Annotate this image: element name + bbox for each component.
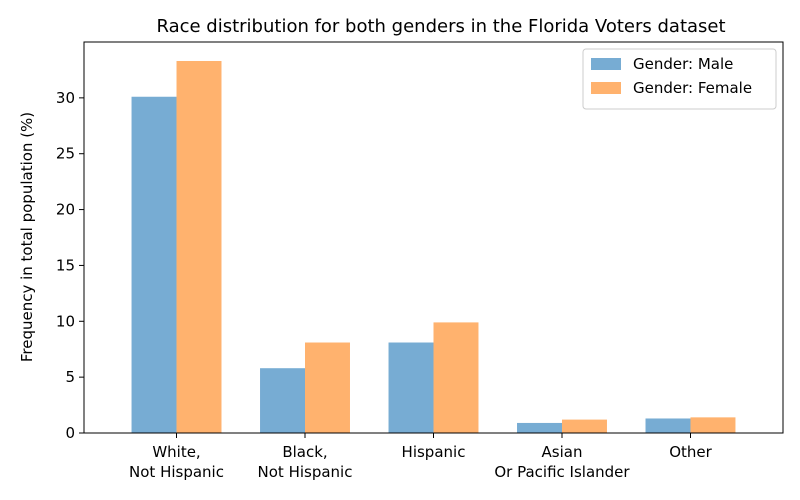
- x-tick-label-2-0: Hispanic: [402, 443, 466, 461]
- x-tick-label-0-0: White,: [152, 443, 200, 461]
- bar-male-4: [645, 418, 691, 433]
- chart-title: Race distribution for both genders in th…: [156, 16, 725, 37]
- y-tick-label-6: 30: [56, 89, 75, 107]
- y-tick-label-2: 10: [56, 312, 75, 330]
- y-axis-label: Frequency in total population (%): [18, 112, 36, 362]
- y-axis: 0 5 10 15 20 25 30: [56, 89, 84, 442]
- bar-female-3: [561, 419, 607, 433]
- y-tick-label-0: 0: [65, 424, 75, 442]
- legend-box: [582, 48, 777, 110]
- legend-swatch-female: [591, 82, 621, 94]
- legend-label-male: Gender: Male: [633, 55, 733, 73]
- x-tick-label-4-0: Other: [669, 443, 712, 461]
- x-tick-label-0-1: Not Hispanic: [129, 463, 224, 481]
- bar-male-0: [131, 96, 177, 434]
- legend-swatch-male: [591, 58, 621, 70]
- bar-male-2: [388, 342, 434, 433]
- x-tick-label-1-1: Not Hispanic: [258, 463, 353, 481]
- y-tick-label-3: 15: [56, 256, 75, 274]
- y-tick-label-1: 5: [65, 368, 75, 386]
- legend: Gender: Male Gender: Female: [582, 48, 777, 110]
- bar-female-0: [176, 60, 222, 434]
- bar-male-3: [517, 422, 562, 433]
- legend-label-female: Gender: Female: [633, 79, 752, 97]
- bars-group: [131, 60, 736, 434]
- y-tick-label-4: 20: [56, 201, 75, 219]
- bar-female-2: [433, 322, 479, 433]
- x-tick-label-1-0: Black,: [282, 443, 327, 461]
- x-axis: White, Not Hispanic Black, Not Hispanic Hisp…: [129, 433, 713, 481]
- x-tick-label-3-1: Or Pacific Islander: [494, 463, 630, 481]
- x-tick-label-3-0: Asian: [542, 443, 583, 461]
- y-tick-label-5: 25: [56, 145, 75, 163]
- bar-female-4: [690, 417, 736, 433]
- bar-male-1: [260, 368, 306, 433]
- bar-female-1: [305, 342, 350, 433]
- plot-frame: [83, 41, 784, 434]
